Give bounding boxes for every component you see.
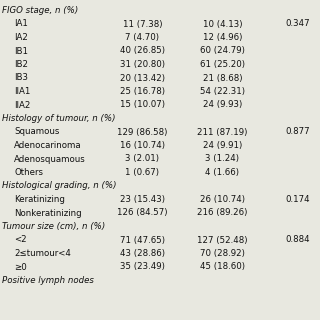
Text: FIGO stage, n (%): FIGO stage, n (%) — [2, 6, 78, 15]
Text: Positive lymph nodes: Positive lymph nodes — [2, 276, 93, 285]
Text: Nonkeratinizing: Nonkeratinizing — [14, 209, 82, 218]
Text: 54 (22.31): 54 (22.31) — [200, 87, 245, 96]
Text: 25 (16.78): 25 (16.78) — [120, 87, 165, 96]
Text: Adenocarinoma: Adenocarinoma — [14, 141, 82, 150]
Text: IB1: IB1 — [14, 46, 28, 55]
Text: 45 (18.60): 45 (18.60) — [200, 262, 245, 271]
Text: 24 (9.93): 24 (9.93) — [203, 100, 242, 109]
Text: ≥0: ≥0 — [14, 262, 27, 271]
Text: 23 (15.43): 23 (15.43) — [120, 195, 165, 204]
Text: Squamous: Squamous — [14, 127, 60, 137]
Text: 60 (24.79): 60 (24.79) — [200, 46, 245, 55]
Text: Adenosquamous: Adenosquamous — [14, 155, 86, 164]
Text: 61 (25.20): 61 (25.20) — [200, 60, 245, 69]
Text: 10 (4.13): 10 (4.13) — [203, 20, 242, 28]
Text: 129 (86.58): 129 (86.58) — [117, 127, 168, 137]
Text: 216 (89.26): 216 (89.26) — [197, 209, 248, 218]
Text: 4 (1.66): 4 (1.66) — [205, 168, 239, 177]
Text: Tumour size (cm), n (%): Tumour size (cm), n (%) — [2, 222, 105, 231]
Text: 0.347: 0.347 — [286, 20, 310, 28]
Text: 3 (2.01): 3 (2.01) — [125, 155, 159, 164]
Text: Keratinizing: Keratinizing — [14, 195, 65, 204]
Text: 126 (84.57): 126 (84.57) — [117, 209, 168, 218]
Text: 40 (26.85): 40 (26.85) — [120, 46, 165, 55]
Text: 7 (4.70): 7 (4.70) — [125, 33, 159, 42]
Text: <2: <2 — [14, 236, 27, 244]
Text: IB3: IB3 — [14, 74, 28, 83]
Text: 35 (23.49): 35 (23.49) — [120, 262, 165, 271]
Text: IA1: IA1 — [14, 20, 28, 28]
Text: 0.884: 0.884 — [286, 236, 310, 244]
Text: 0.877: 0.877 — [286, 127, 310, 137]
Text: 12 (4.96): 12 (4.96) — [203, 33, 242, 42]
Text: 211 (87.19): 211 (87.19) — [197, 127, 248, 137]
Text: IA2: IA2 — [14, 33, 28, 42]
Text: 15 (10.07): 15 (10.07) — [120, 100, 165, 109]
Text: 70 (28.92): 70 (28.92) — [200, 249, 245, 258]
Text: 24 (9.91): 24 (9.91) — [203, 141, 242, 150]
Text: 0.174: 0.174 — [286, 195, 310, 204]
Text: Others: Others — [14, 168, 44, 177]
Text: 31 (20.80): 31 (20.80) — [120, 60, 165, 69]
Text: 11 (7.38): 11 (7.38) — [123, 20, 162, 28]
Text: IIA1: IIA1 — [14, 87, 31, 96]
Text: 2≤tumour<4: 2≤tumour<4 — [14, 249, 71, 258]
Text: 26 (10.74): 26 (10.74) — [200, 195, 245, 204]
Text: 20 (13.42): 20 (13.42) — [120, 74, 165, 83]
Text: 71 (47.65): 71 (47.65) — [120, 236, 165, 244]
Text: 21 (8.68): 21 (8.68) — [203, 74, 242, 83]
Text: IB2: IB2 — [14, 60, 28, 69]
Text: 43 (28.86): 43 (28.86) — [120, 249, 165, 258]
Text: 127 (52.48): 127 (52.48) — [197, 236, 248, 244]
Text: 16 (10.74): 16 (10.74) — [120, 141, 165, 150]
Text: 1 (0.67): 1 (0.67) — [125, 168, 159, 177]
Text: 3 (1.24): 3 (1.24) — [205, 155, 239, 164]
Text: Histological grading, n (%): Histological grading, n (%) — [2, 181, 116, 190]
Text: Histology of tumour, n (%): Histology of tumour, n (%) — [2, 114, 115, 123]
Text: IIA2: IIA2 — [14, 100, 31, 109]
